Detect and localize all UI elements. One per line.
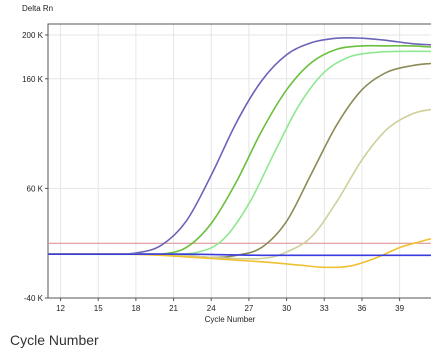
grid-lines <box>48 24 431 299</box>
figure-caption: Cycle Number <box>10 332 99 348</box>
series-group <box>47 37 431 269</box>
series-line-4 <box>47 62 431 259</box>
x-axis-ticks: 12 15 18 21 24 27 30 33 36 39 <box>56 298 405 313</box>
x-tick-label: 18 <box>131 304 140 313</box>
series-line-7 <box>48 253 431 257</box>
series-line-5 <box>47 108 431 260</box>
x-tick-label: 39 <box>395 304 404 313</box>
plot-frame <box>47 23 431 299</box>
amplification-plot: -40 K 60 K 160 K 200 K 12 15 18 21 24 27 30 33 36 39… <box>22 4 431 324</box>
x-tick-label: 12 <box>56 304 65 313</box>
x-tick-label: 15 <box>94 304 103 313</box>
x-tick-label: 36 <box>357 304 366 313</box>
series-line-3 <box>47 50 431 256</box>
series-line-1 <box>47 37 431 256</box>
y-tick-label: 160 K <box>22 75 44 84</box>
y-axis-title: Delta Rn <box>22 4 53 13</box>
x-tick-label: 24 <box>207 304 216 313</box>
x-tick-label: 27 <box>244 304 253 313</box>
x-tick-label: 21 <box>169 304 178 313</box>
series-line-2 <box>48 44 431 256</box>
x-tick-label: 33 <box>320 304 329 313</box>
x-tick-label: 30 <box>282 304 291 313</box>
y-tick-label: -40 K <box>24 294 44 303</box>
x-axis-title: Cycle Number <box>205 315 256 324</box>
y-axis-ticks: -40 K 60 K 160 K 200 K <box>22 31 48 303</box>
y-tick-label: 200 K <box>22 31 44 40</box>
y-tick-label: 60 K <box>27 184 44 193</box>
